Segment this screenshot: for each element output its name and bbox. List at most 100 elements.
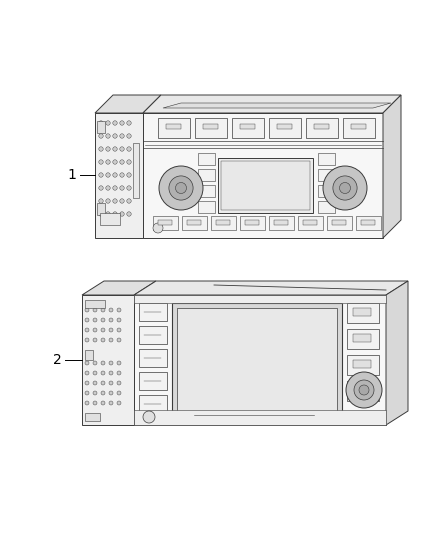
Circle shape	[93, 381, 97, 385]
Circle shape	[117, 328, 121, 332]
Bar	[269, 118, 301, 138]
Circle shape	[120, 212, 124, 216]
Circle shape	[127, 212, 131, 216]
Circle shape	[109, 308, 113, 312]
Bar	[134, 410, 386, 425]
Circle shape	[93, 371, 97, 375]
Circle shape	[120, 186, 124, 190]
Circle shape	[109, 328, 113, 332]
Circle shape	[359, 385, 369, 395]
Bar	[327, 216, 352, 230]
Bar	[361, 220, 375, 225]
Circle shape	[85, 338, 89, 342]
Circle shape	[106, 173, 110, 177]
Circle shape	[117, 401, 121, 405]
Circle shape	[120, 134, 124, 138]
Circle shape	[99, 121, 103, 125]
Circle shape	[120, 173, 124, 177]
Circle shape	[101, 361, 105, 365]
Bar	[177, 308, 337, 412]
Circle shape	[99, 212, 103, 216]
Circle shape	[127, 186, 131, 190]
Circle shape	[127, 121, 131, 125]
Circle shape	[117, 308, 121, 312]
Bar	[198, 201, 215, 213]
Bar	[240, 124, 255, 129]
Bar	[158, 118, 190, 138]
Bar	[347, 355, 379, 375]
Bar	[318, 169, 335, 181]
Bar	[182, 216, 207, 230]
Circle shape	[109, 371, 113, 375]
Bar	[347, 381, 379, 401]
Circle shape	[93, 391, 97, 395]
Circle shape	[117, 391, 121, 395]
Bar	[97, 121, 105, 133]
Circle shape	[101, 391, 105, 395]
Circle shape	[120, 147, 124, 151]
Circle shape	[93, 361, 97, 365]
Circle shape	[106, 121, 110, 125]
Circle shape	[113, 186, 117, 190]
Circle shape	[120, 160, 124, 164]
Bar	[245, 220, 259, 225]
Bar	[318, 153, 335, 165]
Polygon shape	[134, 295, 386, 425]
Circle shape	[106, 147, 110, 151]
Circle shape	[106, 212, 110, 216]
Bar	[100, 213, 120, 225]
Circle shape	[101, 381, 105, 385]
Circle shape	[127, 147, 131, 151]
Bar	[187, 220, 201, 225]
Circle shape	[101, 328, 105, 332]
Bar	[134, 295, 386, 303]
Circle shape	[113, 212, 117, 216]
Circle shape	[159, 166, 203, 210]
Circle shape	[109, 318, 113, 322]
Bar	[221, 161, 310, 210]
Circle shape	[113, 147, 117, 151]
Circle shape	[93, 308, 97, 312]
Bar	[343, 118, 375, 138]
Circle shape	[346, 372, 382, 408]
Polygon shape	[95, 113, 143, 238]
Circle shape	[109, 338, 113, 342]
Bar	[97, 203, 105, 215]
Polygon shape	[82, 295, 134, 425]
Bar	[347, 329, 379, 349]
Bar	[269, 216, 294, 230]
Polygon shape	[143, 113, 383, 238]
Circle shape	[101, 308, 105, 312]
Circle shape	[106, 160, 110, 164]
Text: 2: 2	[53, 353, 61, 367]
Bar	[318, 185, 335, 197]
Bar	[139, 349, 167, 367]
Circle shape	[117, 338, 121, 342]
Circle shape	[127, 134, 131, 138]
Circle shape	[169, 176, 193, 200]
Bar	[216, 220, 230, 225]
Circle shape	[93, 401, 97, 405]
Circle shape	[99, 147, 103, 151]
Circle shape	[85, 308, 89, 312]
Bar	[139, 395, 167, 413]
Bar	[153, 216, 178, 230]
Circle shape	[85, 401, 89, 405]
Circle shape	[85, 361, 89, 365]
Circle shape	[120, 121, 124, 125]
Bar	[198, 185, 215, 197]
Circle shape	[127, 160, 131, 164]
Circle shape	[333, 176, 357, 200]
Circle shape	[101, 338, 105, 342]
Circle shape	[109, 391, 113, 395]
Circle shape	[93, 328, 97, 332]
Circle shape	[117, 371, 121, 375]
Polygon shape	[143, 95, 401, 113]
Bar	[158, 220, 172, 225]
Bar	[351, 124, 366, 129]
Bar	[133, 143, 139, 198]
Circle shape	[93, 318, 97, 322]
Circle shape	[85, 328, 89, 332]
Bar	[211, 216, 236, 230]
Bar	[303, 220, 317, 225]
